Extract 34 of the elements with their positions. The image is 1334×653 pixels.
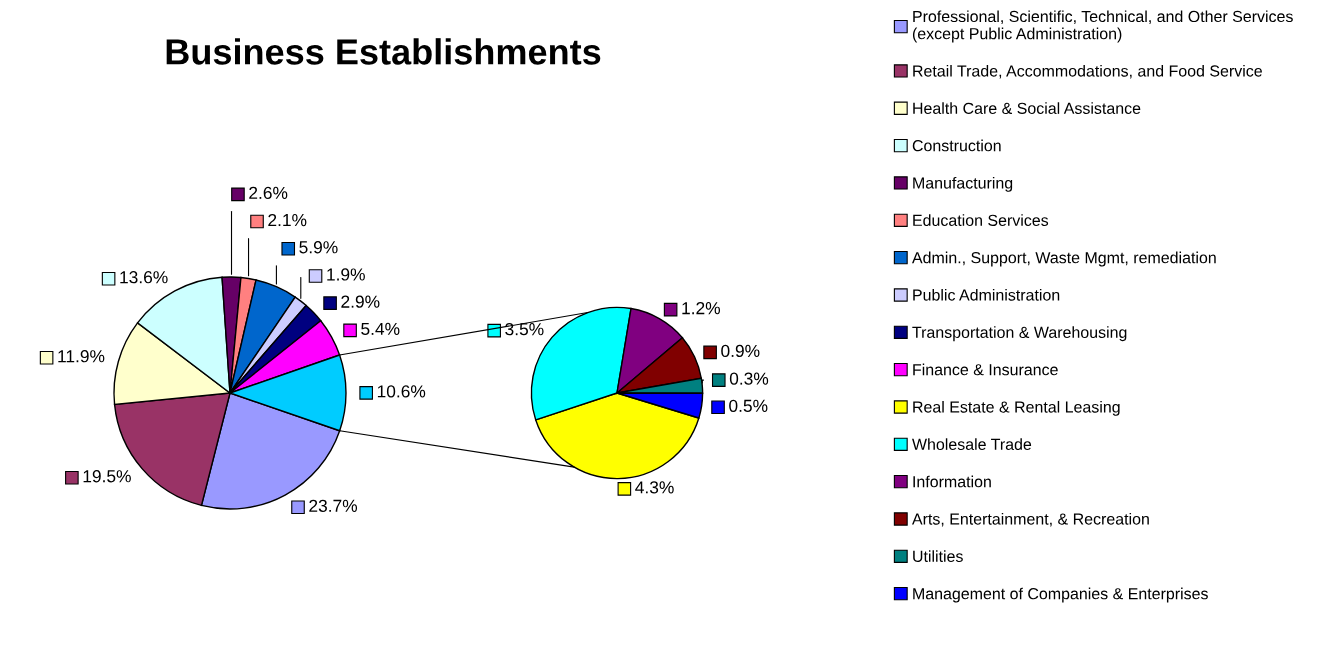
legend-label: Transportation & Warehousing	[912, 326, 1127, 342]
data-label: 0.9%	[721, 344, 760, 358]
data-label: 1.2%	[682, 302, 720, 315]
legend-label: Finance & Insurance	[913, 363, 1058, 376]
legend-label: Education Services	[913, 214, 1049, 226]
data-label: 2.6%	[249, 186, 288, 200]
legend-label: Management of Companies & Enterprises	[913, 587, 1208, 603]
data-label: 2.9%	[341, 295, 380, 308]
legend-label: Construction	[912, 139, 1001, 152]
legend-label: Utilities	[913, 550, 963, 563]
data-label: 0.3%	[729, 372, 769, 385]
data-label: 13.6%	[120, 271, 168, 284]
legend-label: Real Estate & Rental Leasing	[913, 400, 1120, 416]
data-label: 5.4%	[361, 322, 400, 336]
legend-label: Professional, Scientific, Technical, and Other Services (except Public Administration)	[912, 10, 1293, 43]
legend-label: Wholesale Trade	[912, 438, 1032, 451]
data-label: 0.5%	[729, 399, 768, 412]
legend-label: Arts, Entertainment, & Recreation	[911, 512, 1149, 527]
legend-label: Admin., Support, Waste Mgmt, remediation	[911, 251, 1216, 267]
legend-label: Manufacturing	[913, 176, 1013, 192]
legend-label: Retail Trade, Accommodations, and Food Service	[913, 64, 1262, 79]
data-label: 3.5%	[505, 323, 544, 336]
data-label: 4.3%	[635, 481, 674, 494]
data-label: 23.7%	[309, 499, 358, 512]
data-label: 10.6%	[377, 385, 426, 398]
data-label: 5.9%	[299, 241, 338, 254]
data-label: 19.5%	[83, 470, 131, 483]
legend-label: Public Administration	[913, 288, 1060, 301]
data-label: 1.9%	[327, 268, 365, 281]
data-label: 2.1%	[268, 213, 307, 227]
legend-label: Health Care & Social Assistance	[913, 102, 1141, 114]
legend-label: Information	[913, 475, 991, 488]
data-label: 11.9%	[58, 350, 105, 363]
text: Business Establishments	[166, 38, 601, 65]
